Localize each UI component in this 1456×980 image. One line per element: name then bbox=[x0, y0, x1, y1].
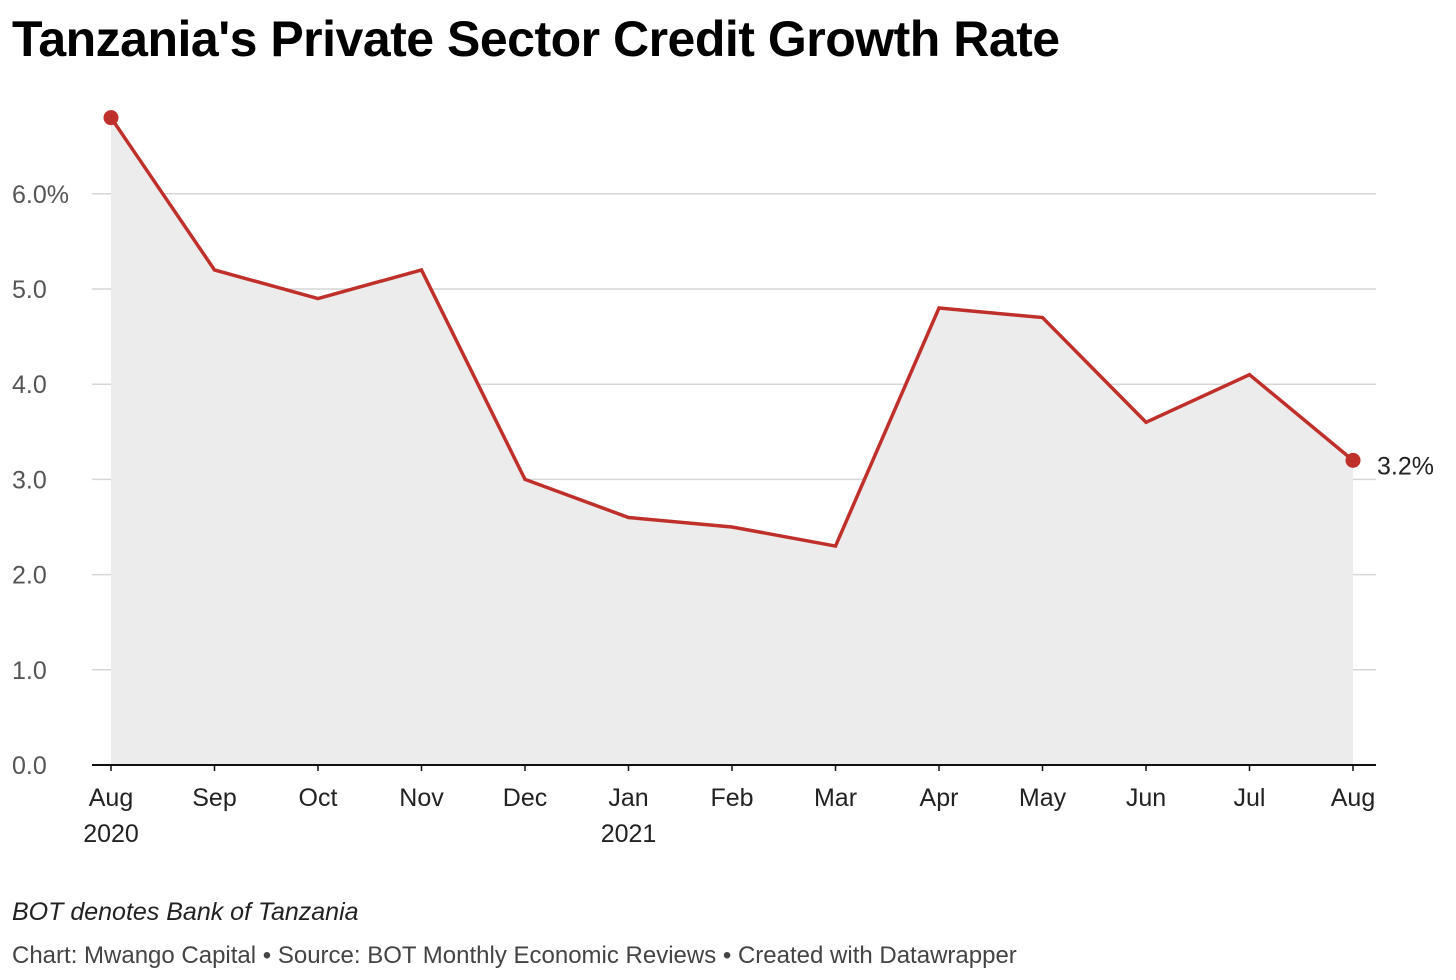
x-tick-label: 2021 bbox=[601, 820, 657, 848]
x-tick-label: Aug bbox=[1331, 784, 1375, 812]
y-tick-label: 5.0 bbox=[12, 276, 47, 304]
y-tick-label: 2.0 bbox=[12, 562, 47, 590]
y-tick-label: 4.0 bbox=[12, 371, 47, 399]
x-tick-label: Dec bbox=[503, 784, 547, 812]
x-tick-label: Oct bbox=[299, 784, 338, 812]
y-tick-label: 3.0 bbox=[12, 466, 47, 494]
x-tick-label: Jan bbox=[608, 784, 648, 812]
y-tick-label: 6.0% bbox=[12, 181, 69, 209]
x-tick-label: Jun bbox=[1126, 784, 1166, 812]
y-axis-ticks: 0.0 1.0 2.0 3.0 4.0 5.0 6.0% bbox=[12, 181, 69, 780]
x-tick-label: Aug bbox=[89, 784, 133, 812]
area-fill-shape bbox=[111, 117, 1353, 765]
y-tick-label: 0.0 bbox=[12, 752, 47, 780]
endpoint-markers: 3.2% bbox=[103, 110, 1434, 480]
chart-notes: BOT denotes Bank of Tanzania bbox=[12, 898, 359, 926]
x-tick-label: Sep bbox=[192, 784, 236, 812]
chart-title: Tanzania's Private Sector Credit Growth … bbox=[12, 11, 1060, 67]
chart-footer: Chart: Mwango Capital • Source: BOT Mont… bbox=[12, 942, 1017, 969]
start-point-marker bbox=[103, 110, 119, 126]
series-line-path bbox=[109, 115, 1355, 549]
x-tick-label: 2020 bbox=[83, 820, 139, 848]
x-tick-label: Mar bbox=[814, 784, 857, 812]
x-tick-label: Jul bbox=[1234, 784, 1266, 812]
end-point-marker bbox=[1345, 452, 1361, 468]
end-value-label: 3.2% bbox=[1377, 452, 1434, 480]
x-tick-label: May bbox=[1019, 784, 1067, 812]
series-line bbox=[109, 115, 1355, 549]
area-fill bbox=[111, 117, 1353, 765]
y-tick-label: 1.0 bbox=[12, 657, 47, 685]
x-axis-ticks: Aug 2020 Sep Oct Nov Dec Jan 2021 Feb Mar Apr May Ju… bbox=[83, 765, 1375, 848]
x-tick-label: Nov bbox=[399, 784, 444, 812]
x-tick-label: Apr bbox=[920, 784, 959, 812]
x-tick-label: Feb bbox=[710, 784, 753, 812]
